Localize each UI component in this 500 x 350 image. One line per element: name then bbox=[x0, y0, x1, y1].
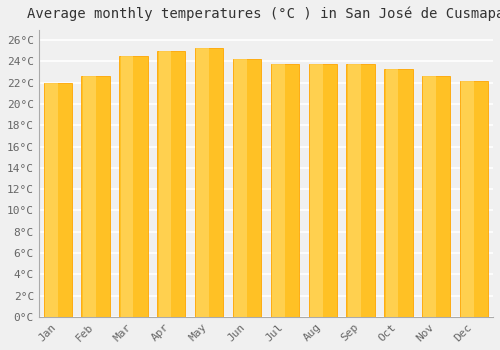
Bar bbox=[270, 64, 299, 317]
Bar bbox=[384, 69, 412, 317]
Bar bbox=[346, 64, 375, 317]
Bar bbox=[308, 64, 337, 317]
Bar bbox=[386, 69, 398, 317]
Bar bbox=[272, 64, 285, 317]
Bar bbox=[462, 80, 474, 317]
Bar bbox=[158, 51, 172, 317]
Bar bbox=[196, 48, 209, 317]
Bar bbox=[82, 76, 110, 317]
Bar bbox=[233, 60, 261, 317]
Bar bbox=[422, 76, 450, 317]
Bar bbox=[83, 76, 96, 317]
Bar bbox=[44, 83, 72, 317]
Bar bbox=[157, 51, 186, 317]
Bar bbox=[120, 56, 134, 317]
Bar bbox=[460, 80, 488, 317]
Bar bbox=[195, 48, 224, 317]
Bar bbox=[234, 60, 247, 317]
Title: Average monthly temperatures (°C ) in San José de Cusmapa: Average monthly temperatures (°C ) in Sa… bbox=[27, 7, 500, 21]
Bar bbox=[348, 64, 360, 317]
Bar bbox=[45, 83, 58, 317]
Bar bbox=[310, 64, 322, 317]
Bar bbox=[424, 76, 436, 317]
Bar bbox=[119, 56, 148, 317]
